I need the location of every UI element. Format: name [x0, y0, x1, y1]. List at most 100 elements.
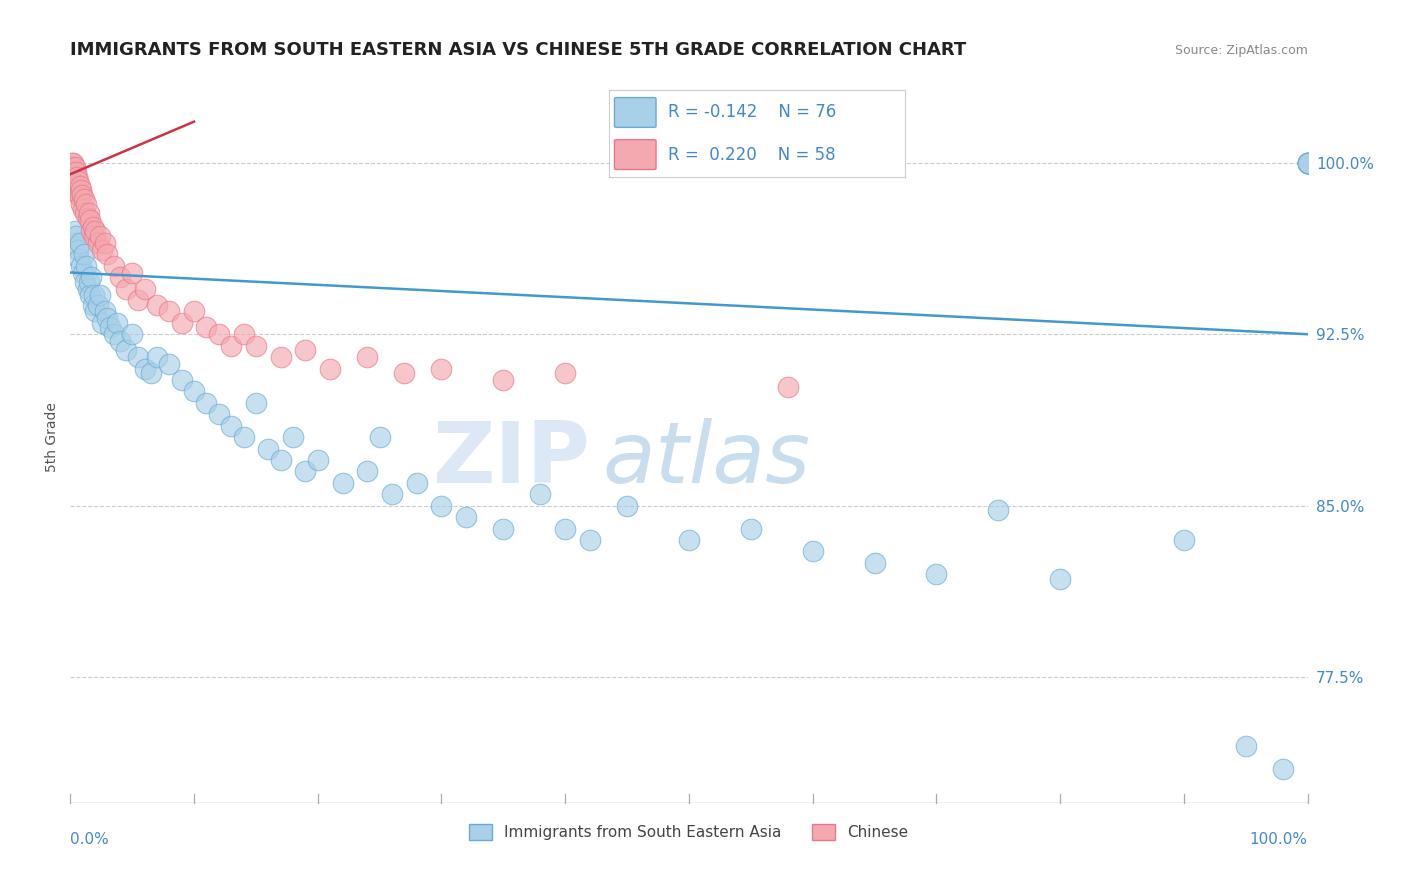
Point [356, 350, 378, 364]
Point [108, 334, 131, 348]
Point [80, 224, 103, 238]
Point [146, 350, 169, 364]
Point [319, 361, 342, 376]
Point [72, 266, 94, 280]
Point [79, 288, 101, 302]
Point [86, 235, 108, 250]
Point [70, 259, 93, 273]
Point [208, 407, 231, 421]
Point [554, 366, 576, 380]
Point [183, 304, 205, 318]
Point [294, 343, 316, 358]
Point [492, 373, 515, 387]
Point [430, 499, 453, 513]
Point [77, 206, 100, 220]
Point [96, 311, 118, 326]
Point [86, 297, 108, 311]
Point [157, 304, 180, 318]
Text: ZIP: ZIP [432, 417, 591, 500]
Point [925, 567, 948, 582]
Point [294, 464, 316, 478]
Point [368, 430, 391, 444]
Point [157, 357, 180, 371]
Point [69, 235, 91, 250]
Point [65, 174, 87, 188]
Point [257, 442, 280, 456]
Point [73, 192, 96, 206]
Point [492, 521, 515, 535]
Point [75, 275, 97, 289]
Point [91, 243, 114, 257]
Point [121, 327, 143, 342]
Point [65, 224, 87, 238]
Point [134, 361, 156, 376]
Point [80, 270, 103, 285]
Point [381, 487, 404, 501]
Point [678, 533, 700, 547]
Point [139, 366, 162, 380]
Point [115, 281, 138, 295]
Point [75, 259, 97, 273]
Point [60, 156, 83, 170]
Point [245, 338, 267, 352]
Point [77, 275, 100, 289]
Point [987, 503, 1010, 517]
Point [70, 187, 93, 202]
Point [83, 228, 105, 243]
Point [66, 183, 89, 197]
Point [281, 430, 304, 444]
Point [219, 338, 242, 352]
Point [863, 556, 886, 570]
Point [89, 228, 111, 243]
Point [63, 169, 86, 184]
Point [1296, 156, 1319, 170]
Point [776, 380, 799, 394]
Point [208, 327, 231, 342]
Point [146, 297, 169, 311]
Point [76, 211, 98, 225]
Legend: Immigrants from South Eastern Asia, Chinese: Immigrants from South Eastern Asia, Chin… [463, 817, 915, 847]
Point [62, 156, 84, 170]
Point [1234, 739, 1257, 753]
Point [94, 235, 117, 250]
Text: 0.0%: 0.0% [70, 832, 110, 847]
Point [65, 165, 87, 179]
Y-axis label: 5th Grade: 5th Grade [45, 402, 59, 472]
Point [1296, 156, 1319, 170]
Point [84, 304, 107, 318]
Text: IMMIGRANTS FROM SOUTH EASTERN ASIA VS CHINESE 5TH GRADE CORRELATION CHART: IMMIGRANTS FROM SOUTH EASTERN ASIA VS CH… [70, 41, 966, 59]
Point [1173, 533, 1195, 547]
Point [63, 235, 86, 250]
Point [307, 453, 329, 467]
Point [89, 288, 111, 302]
Point [62, 165, 84, 179]
Point [356, 464, 378, 478]
Point [170, 373, 193, 387]
Point [105, 316, 128, 330]
Point [83, 288, 105, 302]
Point [65, 228, 87, 243]
Point [121, 266, 143, 280]
Point [1296, 156, 1319, 170]
Point [245, 396, 267, 410]
Point [1271, 762, 1294, 776]
Point [108, 270, 131, 285]
Point [332, 475, 354, 490]
Point [66, 243, 89, 257]
Point [195, 396, 218, 410]
Point [219, 418, 242, 433]
Point [69, 190, 91, 204]
Point [270, 350, 292, 364]
Point [69, 183, 91, 197]
Point [1049, 572, 1071, 586]
Point [72, 202, 94, 216]
Point [394, 366, 416, 380]
Point [579, 533, 602, 547]
Point [66, 169, 89, 184]
Point [60, 161, 83, 175]
Point [1296, 156, 1319, 170]
Point [91, 316, 114, 330]
Point [103, 327, 125, 342]
Point [103, 259, 125, 273]
Text: atlas: atlas [602, 417, 810, 500]
